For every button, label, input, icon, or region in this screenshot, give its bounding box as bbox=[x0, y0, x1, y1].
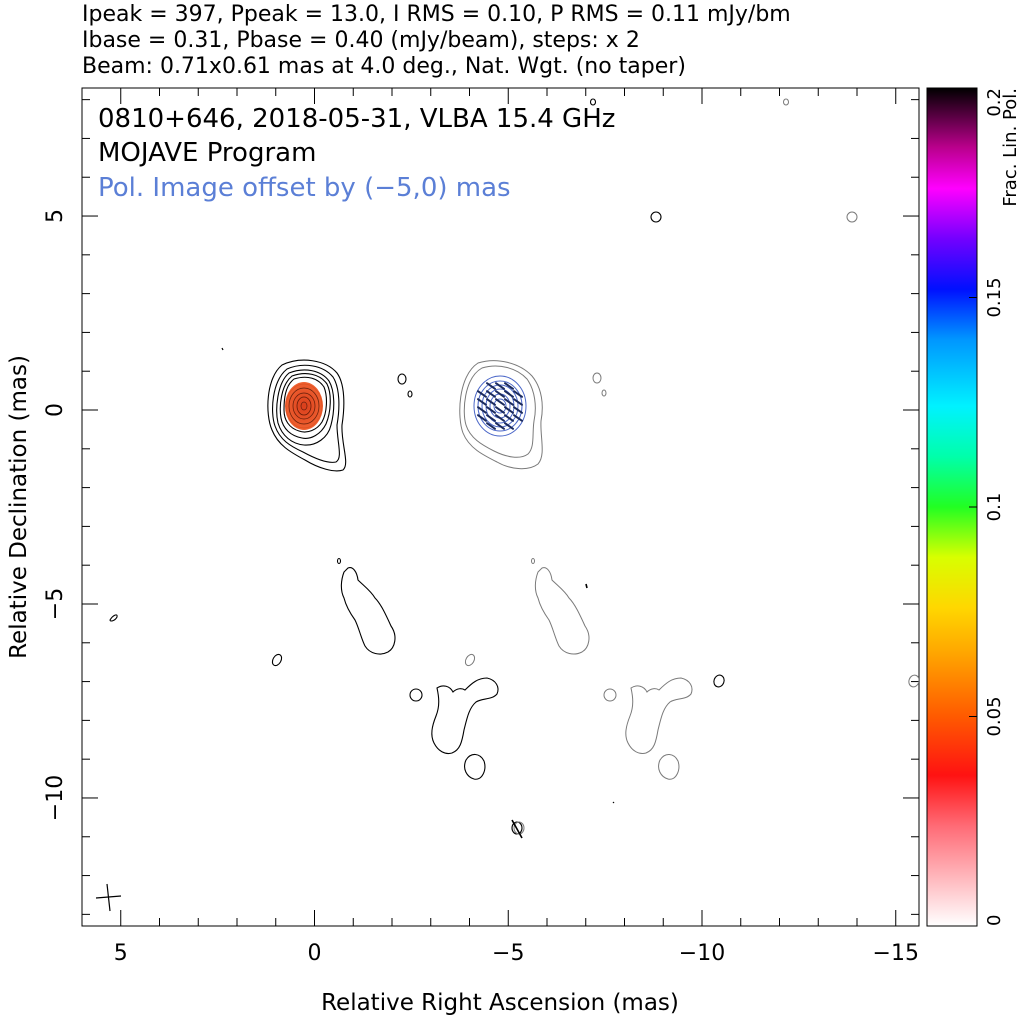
y-axis-label: Relative Declination (mas) bbox=[6, 355, 32, 659]
evpa-stick bbox=[504, 382, 514, 390]
evpa-stick bbox=[504, 422, 514, 430]
core-outer-contour bbox=[267, 359, 347, 472]
colorbar-tick-label: 0 bbox=[984, 915, 1005, 926]
evpa-stick bbox=[477, 398, 487, 406]
colorbar-tick-label: 0.15 bbox=[984, 277, 1005, 317]
program-title: MOJAVE Program bbox=[98, 138, 316, 168]
evpa-stick bbox=[495, 398, 505, 406]
jet-feature-1-contour bbox=[340, 567, 396, 655]
evpa-stick bbox=[495, 382, 505, 390]
y-tick-label: −5 bbox=[43, 588, 68, 620]
beam-cross bbox=[95, 883, 122, 912]
evpa-stick bbox=[477, 390, 487, 398]
evpa-stick bbox=[513, 414, 523, 422]
colorbar-tick-label: 0.2 bbox=[984, 88, 1005, 117]
offset-note: Pol. Image offset by (−5,0) mas bbox=[98, 173, 511, 203]
x-tick-label: −15 bbox=[873, 941, 919, 966]
source-title: 0810+646, 2018-05-31, VLBA 15.4 GHz bbox=[98, 104, 615, 134]
core-fractional-pol-fill bbox=[285, 382, 323, 430]
x-tick-label: 0 bbox=[308, 941, 322, 966]
evpa-stick bbox=[585, 583, 588, 589]
evpa-stick bbox=[486, 382, 496, 390]
evpa-stick bbox=[504, 398, 514, 406]
header-line-1: Ipeak = 397, Ppeak = 13.0, I RMS = 0.10,… bbox=[82, 2, 791, 27]
y-tick-label: 0 bbox=[43, 403, 68, 417]
evpa-stick bbox=[477, 406, 487, 414]
x-tick-label: 5 bbox=[114, 941, 128, 966]
x-tick-label: −10 bbox=[679, 941, 725, 966]
pol-outer-contour bbox=[459, 360, 543, 470]
x-tick-labels: 5 0 −5 −10 −15 bbox=[114, 941, 919, 966]
small-island bbox=[397, 373, 407, 385]
evpa-stick bbox=[495, 414, 505, 422]
x-tick-label: −5 bbox=[492, 941, 524, 966]
pol-jet-feature-2-contour bbox=[625, 677, 693, 754]
axis-ticks bbox=[81, 88, 919, 926]
evpa-vectors bbox=[477, 382, 523, 430]
evpa-stick bbox=[486, 414, 496, 422]
colorbar: 0 0.05 0.1 0.15 0.2 bbox=[926, 87, 1005, 927]
plot-frame bbox=[81, 87, 920, 927]
header-line-3: Beam: 0.71x0.61 mas at 4.0 deg., Nat. Wg… bbox=[82, 54, 686, 79]
colorbar-gradient bbox=[926, 87, 978, 927]
total-intensity-contours bbox=[109, 98, 725, 835]
evpa-stick bbox=[477, 414, 487, 422]
y-tick-label: 5 bbox=[43, 209, 68, 223]
header-line-2: Ibase = 0.31, Pbase = 0.40 (mJy/beam), s… bbox=[82, 28, 640, 53]
x-axis-label: Relative Right Ascension (mas) bbox=[321, 990, 679, 1016]
y-tick-label: −10 bbox=[43, 775, 68, 821]
evpa-stick bbox=[511, 819, 523, 839]
jet-feature-2-contour bbox=[431, 677, 499, 755]
polarized-intensity-contours bbox=[459, 98, 919, 835]
evpa-stick bbox=[486, 422, 496, 430]
evpa-stick bbox=[495, 390, 505, 398]
colorbar-label: Frac. Lin. Pol. bbox=[1000, 88, 1021, 207]
evpa-stick bbox=[513, 406, 523, 414]
y-tick-labels: 5 0 −5 −10 bbox=[43, 209, 68, 821]
evpa-stick bbox=[513, 390, 523, 398]
evpa-stick bbox=[504, 406, 514, 414]
evpa-stick bbox=[486, 398, 496, 406]
evpa-stick bbox=[504, 390, 514, 398]
evpa-stick bbox=[504, 414, 514, 422]
evpa-stick bbox=[486, 390, 496, 398]
colorbar-tick-label: 0.05 bbox=[984, 696, 1005, 736]
evpa-stick bbox=[513, 398, 523, 406]
evpa-stick bbox=[486, 406, 496, 414]
evpa-stick bbox=[495, 422, 505, 430]
colorbar-tick-label: 0.1 bbox=[984, 493, 1005, 522]
pol-jet-feature-1-contour bbox=[534, 567, 590, 655]
evpa-stick bbox=[495, 406, 505, 414]
